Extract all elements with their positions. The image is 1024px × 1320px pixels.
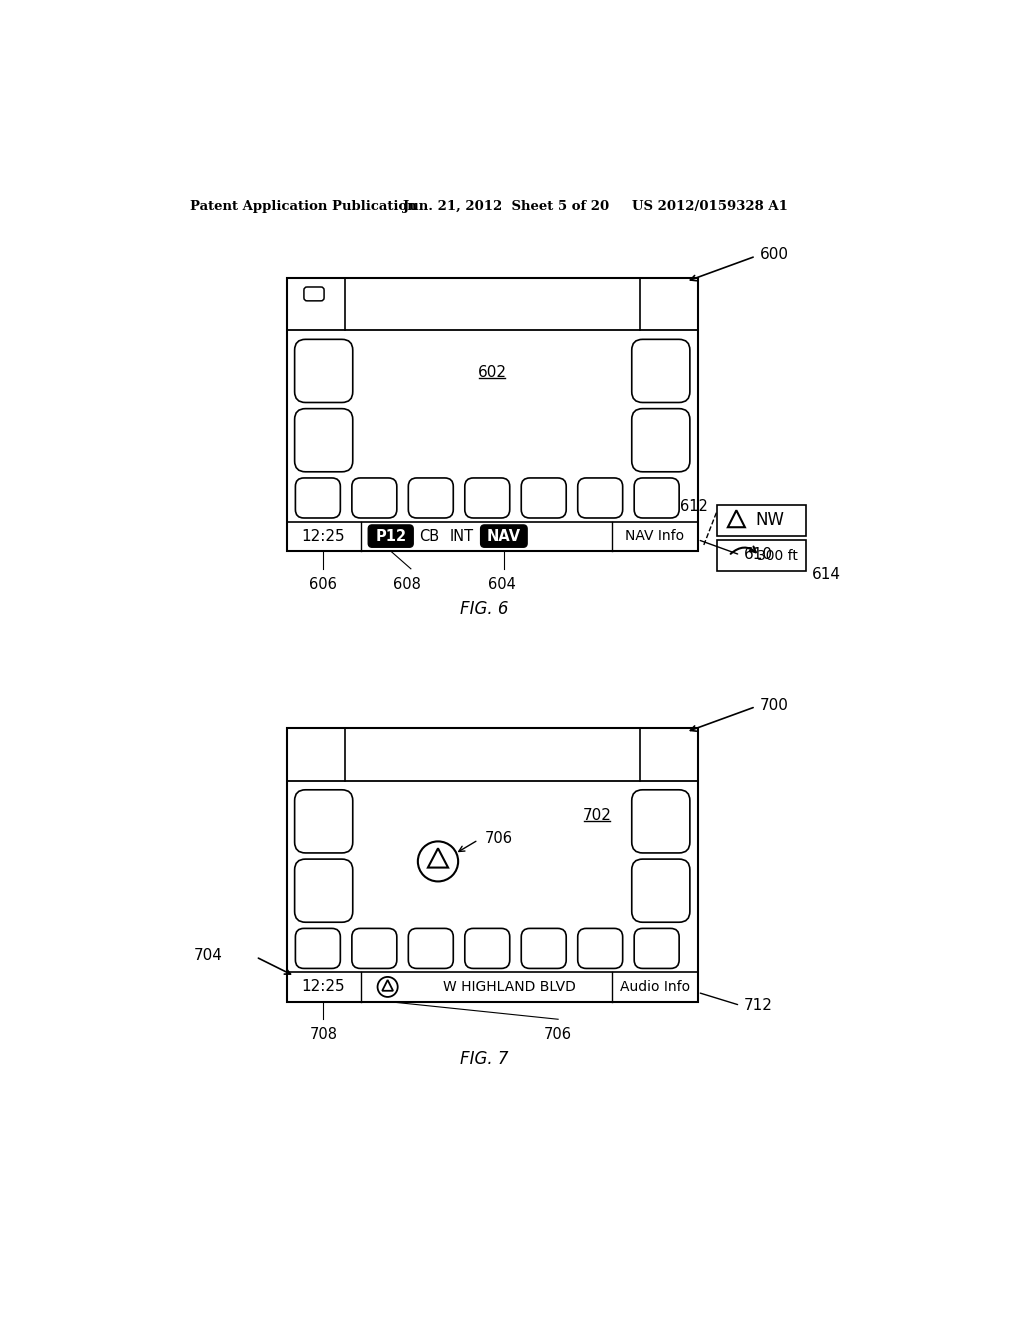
Text: P12: P12 — [375, 528, 407, 544]
Text: 708: 708 — [309, 1027, 337, 1041]
Text: 706: 706 — [544, 1027, 572, 1041]
FancyBboxPatch shape — [295, 339, 352, 403]
FancyBboxPatch shape — [369, 525, 414, 548]
FancyBboxPatch shape — [409, 478, 454, 517]
Bar — [717, 540, 806, 572]
FancyBboxPatch shape — [352, 478, 397, 517]
Text: 600: 600 — [760, 247, 788, 263]
Text: NAV Info: NAV Info — [626, 529, 685, 544]
Text: 712: 712 — [744, 998, 773, 1012]
Text: 700: 700 — [760, 697, 788, 713]
FancyBboxPatch shape — [352, 928, 397, 969]
Text: 608: 608 — [393, 577, 421, 591]
FancyBboxPatch shape — [632, 789, 690, 853]
Bar — [287, 277, 697, 552]
Bar — [287, 729, 697, 1002]
Text: 704: 704 — [194, 948, 223, 962]
Text: 610: 610 — [744, 548, 773, 562]
Text: INT: INT — [450, 529, 473, 544]
FancyBboxPatch shape — [295, 478, 340, 517]
Text: Jun. 21, 2012  Sheet 5 of 20: Jun. 21, 2012 Sheet 5 of 20 — [403, 199, 609, 213]
Text: FIG. 7: FIG. 7 — [460, 1051, 509, 1068]
Bar — [717, 506, 806, 536]
FancyBboxPatch shape — [634, 478, 679, 517]
Text: 604: 604 — [488, 577, 516, 591]
FancyBboxPatch shape — [521, 478, 566, 517]
FancyBboxPatch shape — [632, 339, 690, 403]
Text: W HIGHLAND BLVD: W HIGHLAND BLVD — [443, 979, 577, 994]
Text: Audio Info: Audio Info — [620, 979, 690, 994]
FancyBboxPatch shape — [295, 859, 352, 923]
Text: 706: 706 — [484, 830, 512, 846]
FancyBboxPatch shape — [632, 859, 690, 923]
FancyBboxPatch shape — [578, 928, 623, 969]
Text: FIG. 6: FIG. 6 — [460, 599, 509, 618]
FancyBboxPatch shape — [465, 928, 510, 969]
Text: 606: 606 — [309, 577, 337, 591]
FancyBboxPatch shape — [465, 478, 510, 517]
FancyBboxPatch shape — [632, 409, 690, 471]
Text: NAV: NAV — [486, 528, 521, 544]
FancyBboxPatch shape — [295, 409, 352, 471]
Text: 300 ft: 300 ft — [757, 549, 798, 562]
Text: CB: CB — [419, 529, 438, 544]
Text: Patent Application Publication: Patent Application Publication — [190, 199, 417, 213]
FancyBboxPatch shape — [295, 928, 340, 969]
Text: 702: 702 — [583, 808, 611, 822]
Text: 12:25: 12:25 — [301, 979, 345, 994]
FancyBboxPatch shape — [304, 286, 324, 301]
FancyBboxPatch shape — [409, 928, 454, 969]
Text: 12:25: 12:25 — [301, 529, 345, 544]
FancyBboxPatch shape — [295, 789, 352, 853]
FancyBboxPatch shape — [480, 525, 527, 548]
FancyBboxPatch shape — [578, 478, 623, 517]
FancyBboxPatch shape — [521, 928, 566, 969]
Text: 614: 614 — [812, 568, 842, 582]
FancyBboxPatch shape — [634, 928, 679, 969]
Text: 602: 602 — [478, 364, 507, 380]
Text: 612: 612 — [680, 499, 708, 513]
Text: NW: NW — [756, 511, 784, 529]
Text: US 2012/0159328 A1: US 2012/0159328 A1 — [632, 199, 787, 213]
